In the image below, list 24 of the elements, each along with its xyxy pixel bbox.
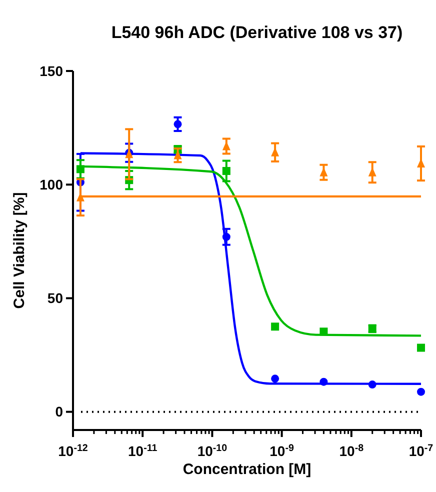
point [222,232,230,241]
y-tick-label: 100 [40,176,64,193]
x-tick-label: 10$^{-10}$ [197,442,228,459]
y-tick-label: 150 [40,62,64,79]
x-tick-label: 10$^{-12}$ [58,442,88,459]
x-axis-title: Concentration [M] [182,461,312,478]
point [320,328,328,336]
point [417,388,425,396]
point [368,380,376,389]
point [222,166,230,175]
y-tick-label: 0 [55,404,64,420]
point [271,322,280,331]
point [174,120,182,128]
y-axis-title: Cell Viability [%] [11,192,28,309]
x-tick-label: 10$^{-8}$ [339,442,364,459]
point [320,378,328,386]
x-tick-label: 10$^{-7}$ [408,442,434,459]
point [417,344,425,352]
point [76,165,84,174]
x-tick-label: 10$^{-9}$ [270,442,294,459]
x-tick-label: 10$^{-11}$ [128,442,158,459]
point [271,374,280,383]
y-tick-label: 50 [47,290,64,306]
chart-title: L540 96h ADC (Derivative 108 vs 37) [111,23,403,42]
